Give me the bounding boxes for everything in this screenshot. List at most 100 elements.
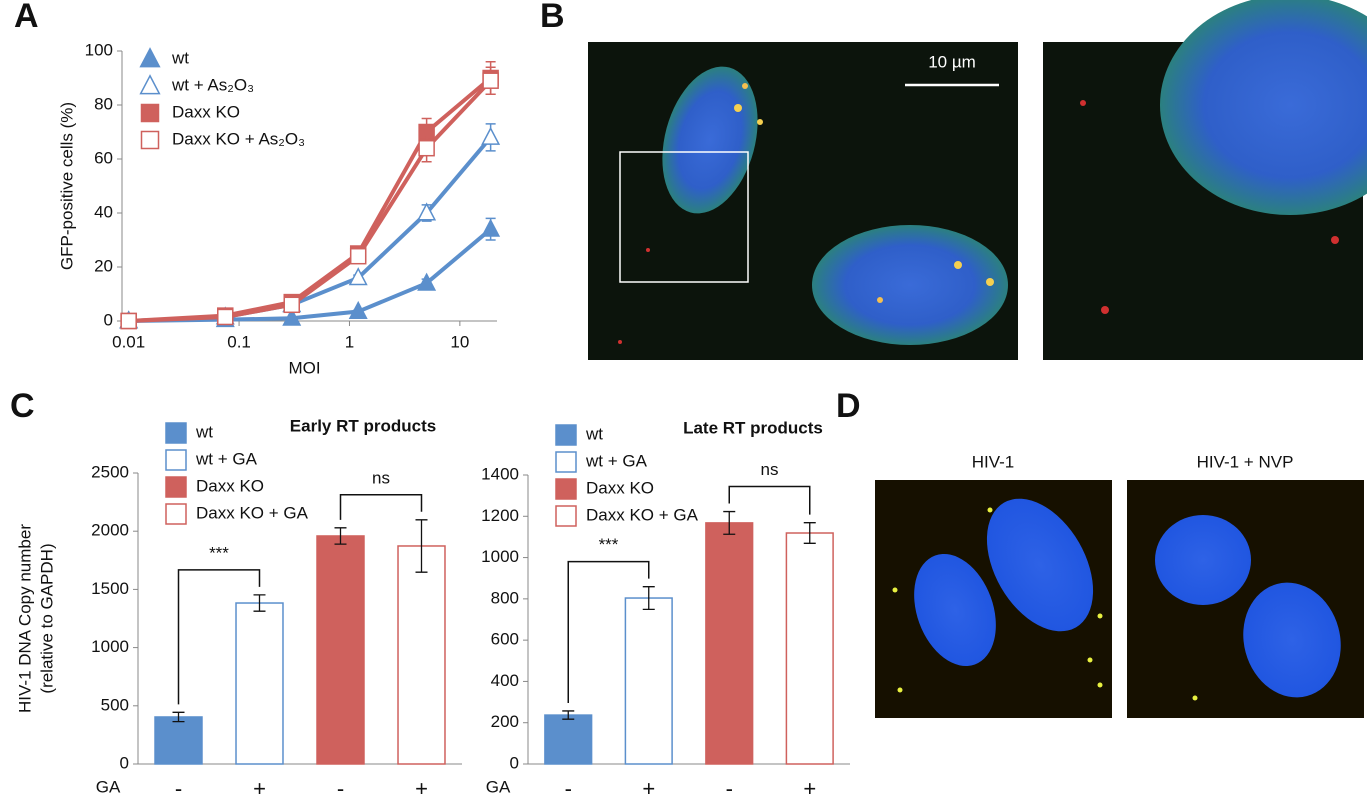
y-tick-label: 2500 xyxy=(91,462,129,481)
legend-marker xyxy=(140,130,160,150)
y-tick-label: 0 xyxy=(510,753,519,772)
bar xyxy=(316,535,365,765)
legend-label: wt xyxy=(585,424,603,443)
legend-label: Daxx KO xyxy=(586,478,654,497)
x-tick-label: + xyxy=(803,776,816,800)
significance-label: ns xyxy=(761,460,779,479)
bar xyxy=(785,532,834,765)
bar xyxy=(397,545,446,765)
marker xyxy=(217,308,234,326)
error-bar xyxy=(723,510,736,535)
legend-label: Daxx KO + GA xyxy=(586,505,699,524)
error-bar xyxy=(562,710,575,720)
marker xyxy=(120,312,137,330)
marker xyxy=(481,218,501,237)
micrograph xyxy=(875,480,1112,718)
x-tick-label: - xyxy=(175,776,182,800)
x-tick-label: - xyxy=(726,776,733,800)
bar xyxy=(624,597,673,765)
bar xyxy=(705,522,754,765)
x-tick-label: + xyxy=(642,776,655,800)
significance-bracket xyxy=(728,485,811,515)
marker xyxy=(481,126,501,145)
legend-label: Daxx KO + GA xyxy=(196,503,309,522)
chart-title: Early RT products xyxy=(290,416,436,435)
legend-swatch xyxy=(165,476,187,498)
y-axis-label: HIV-1 DNA Copy number xyxy=(15,524,34,713)
marker xyxy=(283,296,300,314)
legend-swatch xyxy=(165,503,187,525)
y-tick-label: 80 xyxy=(94,94,113,113)
x-tick-label: + xyxy=(253,776,266,800)
legend-swatch xyxy=(165,449,187,471)
micrograph: 10 µm xyxy=(588,42,1018,360)
y-tick-label: 0 xyxy=(104,310,113,329)
y-tick-label: 60 xyxy=(94,148,113,167)
marker xyxy=(417,202,437,221)
legend-label: wt xyxy=(195,422,213,441)
significance-label: ns xyxy=(372,468,390,487)
chart-title: Late RT products xyxy=(683,418,823,437)
significance-bracket xyxy=(567,560,650,703)
error-bar xyxy=(803,522,816,544)
x-axis-label: MOI xyxy=(288,358,320,377)
y-axis-label: (relative to GAPDH) xyxy=(37,543,56,693)
legend-swatch xyxy=(555,478,577,500)
x-tick-label: 1 xyxy=(345,332,354,351)
error-bar xyxy=(172,711,185,723)
legend-label: wt + GA xyxy=(195,449,258,468)
series-line xyxy=(128,79,493,323)
legend-swatch xyxy=(555,424,577,446)
legend-swatch xyxy=(555,505,577,527)
x-tick-label: 10 xyxy=(450,332,469,351)
legend-marker xyxy=(139,74,161,95)
y-tick-label: 100 xyxy=(85,40,113,59)
error-bar xyxy=(415,519,428,573)
legend-label: wt + As₂O₃ xyxy=(171,75,254,94)
image-caption: HIV-1 + NVP xyxy=(1197,452,1294,471)
legend-marker xyxy=(140,103,160,123)
y-axis-label: GFP-positive cells (%) xyxy=(57,102,76,270)
image-caption: HIV-1 xyxy=(972,452,1015,471)
y-tick-label: 800 xyxy=(491,588,519,607)
marker xyxy=(418,139,435,157)
legend-marker xyxy=(139,47,161,68)
y-tick-label: 20 xyxy=(94,256,113,275)
x-tick-label: - xyxy=(337,776,344,800)
y-tick-label: 400 xyxy=(491,671,519,690)
x-tick-label: + xyxy=(415,776,428,800)
legend-label: Daxx KO xyxy=(172,102,240,121)
x-tick-label: 0.01 xyxy=(112,332,145,351)
x-axis-label: GA xyxy=(96,777,121,796)
x-tick-label: - xyxy=(565,776,572,800)
significance-label: *** xyxy=(599,535,619,554)
panel-letter: D xyxy=(836,387,861,425)
legend-label: wt xyxy=(171,48,189,67)
bar xyxy=(544,714,593,765)
series-line xyxy=(128,227,492,323)
y-tick-label: 0 xyxy=(120,753,129,772)
error-bar xyxy=(642,586,655,611)
y-tick-label: 600 xyxy=(491,630,519,649)
error-bar xyxy=(253,594,266,612)
marker xyxy=(482,72,499,89)
legend-swatch xyxy=(165,422,187,444)
significance-bracket xyxy=(339,494,423,520)
bar xyxy=(154,716,203,765)
legend-swatch xyxy=(555,451,577,473)
legend-label: wt + GA xyxy=(585,451,648,470)
marker xyxy=(417,272,437,291)
scale-bar-label: 10 µm xyxy=(928,52,976,71)
y-tick-label: 1200 xyxy=(481,506,519,525)
significance-label: *** xyxy=(209,543,229,562)
y-tick-label: 40 xyxy=(94,202,113,221)
y-tick-label: 200 xyxy=(491,712,519,731)
panel-letter: B xyxy=(540,0,565,35)
x-axis-label: GA xyxy=(486,777,511,796)
bar xyxy=(235,602,284,765)
y-tick-label: 1000 xyxy=(91,637,129,656)
marker xyxy=(282,307,302,326)
y-tick-label: 1000 xyxy=(481,547,519,566)
marker xyxy=(348,300,368,320)
